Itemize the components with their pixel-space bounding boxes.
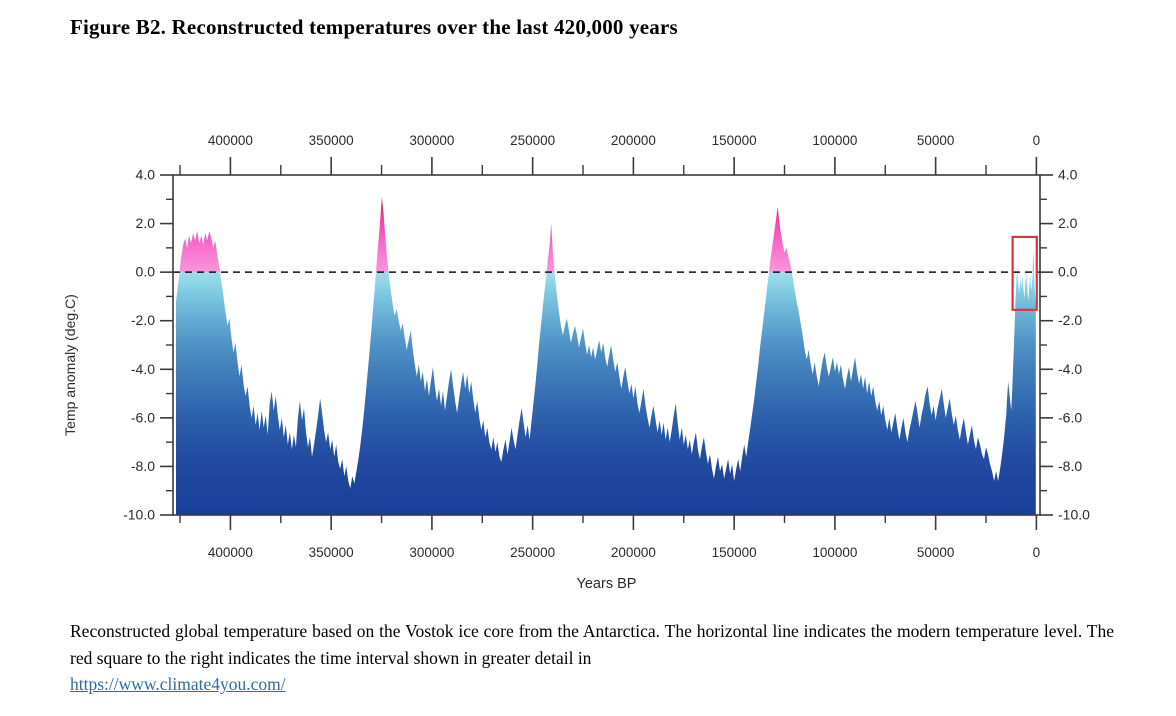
y-right-tick-label: 0.0 — [1058, 264, 1078, 280]
x-top-tick-label: 100000 — [812, 133, 857, 148]
x-bottom-tick-label: 400000 — [208, 545, 253, 560]
x-top-tick-label: 0 — [1033, 133, 1041, 148]
climate4you-link[interactable]: https://www.climate4you.com/ — [70, 674, 286, 694]
x-bottom-tick-label: 150000 — [712, 545, 757, 560]
x-bottom-tick-label: 50000 — [917, 545, 955, 560]
x-top-tick-label: 250000 — [510, 133, 555, 148]
x-bottom-tick-label: 0 — [1033, 545, 1041, 560]
x-bottom-tick-label: 200000 — [611, 545, 656, 560]
y-right-tick-label: 4.0 — [1058, 167, 1078, 183]
y-right-tick-label: -4.0 — [1058, 361, 1082, 377]
x-bottom-tick-label: 350000 — [309, 545, 354, 560]
temperature-area — [176, 196, 1036, 515]
x-axis-title: Years BP — [577, 576, 637, 592]
temperature-chart: 400000 400000 350000 350000 300000 300000 2500… — [0, 100, 1176, 600]
y-right-tick-label: -6.0 — [1058, 409, 1082, 425]
y-left-tick-label: -2.0 — [131, 312, 155, 328]
y-left-tick-label: 4.0 — [136, 167, 156, 183]
x-bottom-tick-label: 300000 — [409, 545, 454, 560]
y-axis-title: Temp anomaly (deg.C) — [62, 294, 78, 436]
chart-canvas: 400000 400000 350000 350000 300000 300000 2500… — [62, 133, 1090, 592]
figure-title: Figure B2. Reconstructed temperatures ov… — [70, 15, 678, 39]
y-left-tick-label: -8.0 — [131, 458, 155, 474]
x-top-tick-label: 150000 — [712, 133, 757, 148]
x-top-tick-label: 400000 — [208, 133, 253, 148]
y-right-tick-label: 2.0 — [1058, 215, 1078, 231]
y-left-tick-label: -4.0 — [131, 361, 155, 377]
y-left-tick-label: -10.0 — [123, 507, 155, 523]
x-top-tick-label: 200000 — [611, 133, 656, 148]
x-top-tick-label: 350000 — [309, 133, 354, 148]
x-bottom-tick-label: 100000 — [812, 545, 857, 560]
y-right-tick-label: -10.0 — [1058, 507, 1090, 523]
caption-text: Reconstructed global temperature based o… — [70, 621, 1114, 668]
y-right-tick-label: -2.0 — [1058, 312, 1082, 328]
figure-caption: Reconstructed global temperature based o… — [70, 618, 1114, 698]
y-left-tick-label: -6.0 — [131, 409, 155, 425]
y-left-tick-label: 2.0 — [136, 215, 156, 231]
y-right-tick-label: -8.0 — [1058, 458, 1082, 474]
y-left-tick-label: 0.0 — [136, 264, 156, 280]
x-top-tick-label: 300000 — [409, 133, 454, 148]
x-bottom-tick-label: 250000 — [510, 545, 555, 560]
detail-interval-box — [1011, 235, 1038, 311]
x-top-tick-label: 50000 — [917, 133, 955, 148]
